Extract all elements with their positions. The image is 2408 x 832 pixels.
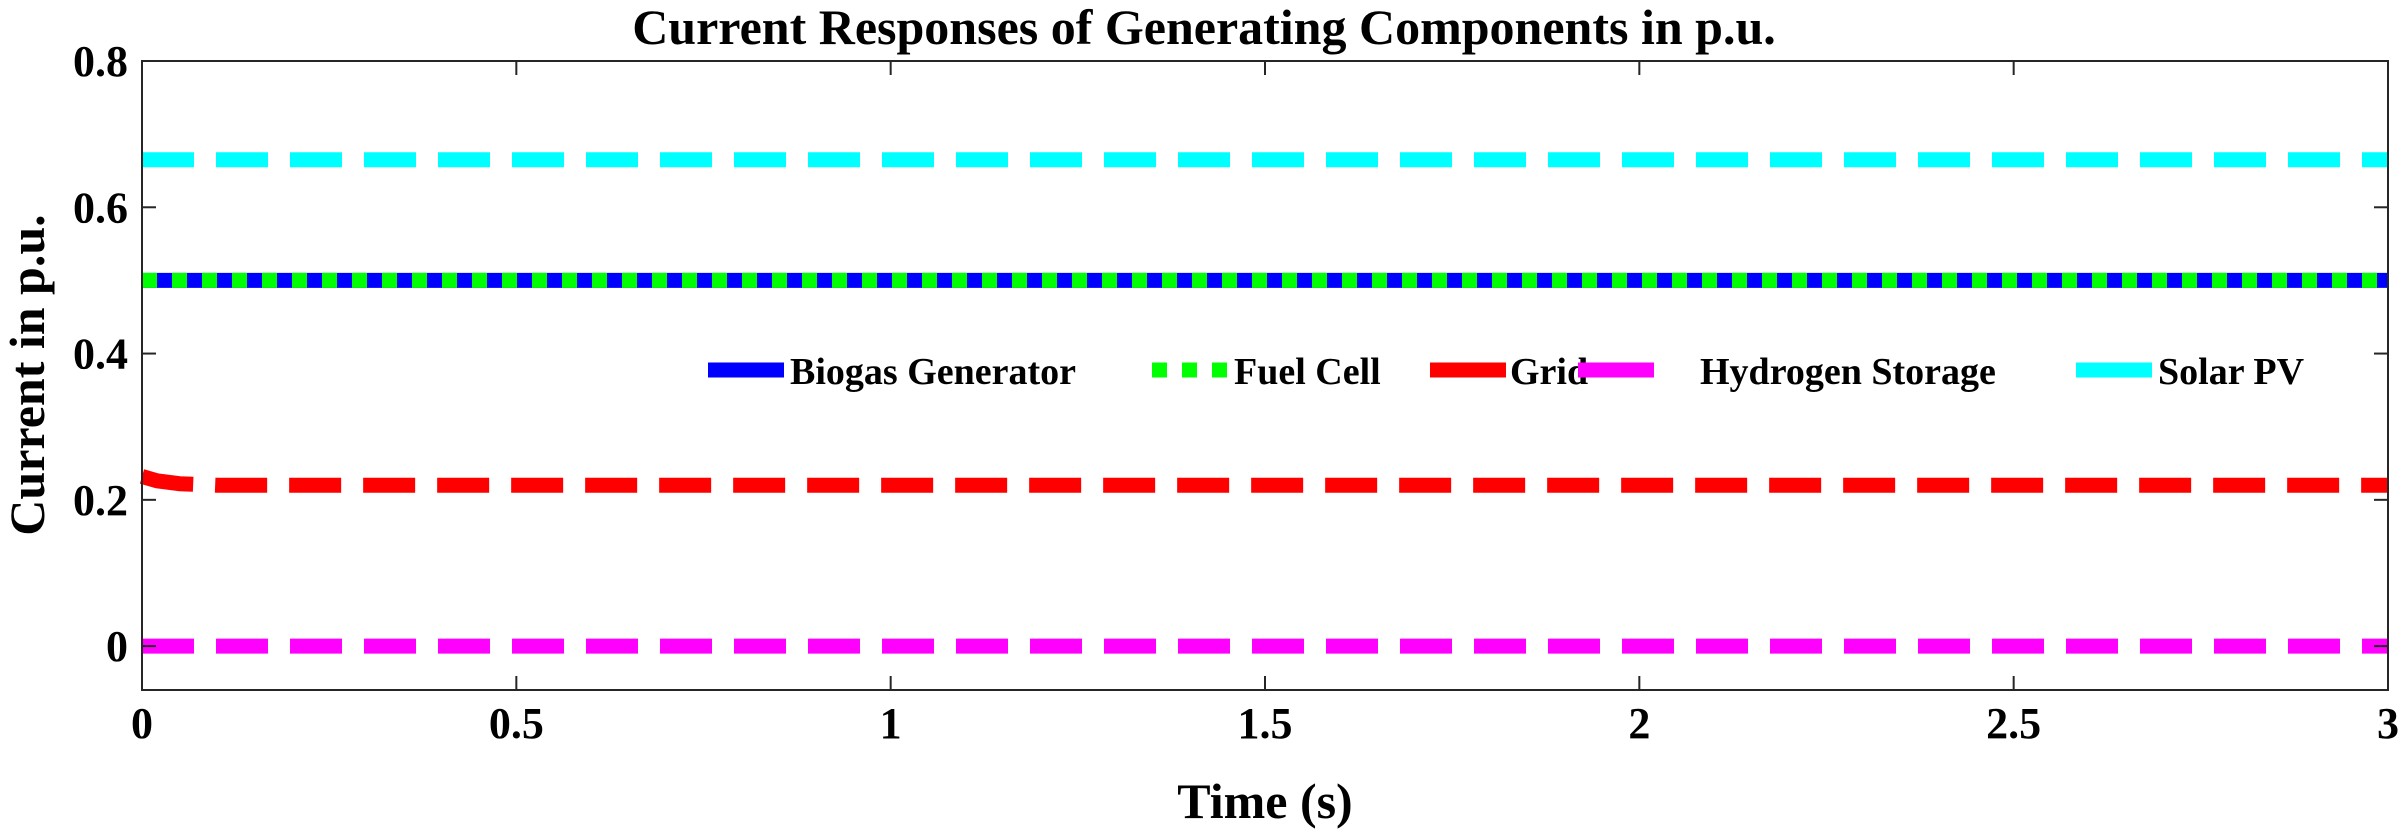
ticks-layer: 0 0.5 1 1.5 2 2.5 3 0 0.2 0.4 0.6 0.8 [73,37,2399,748]
y-axis-label: Current in p.u. [0,214,55,535]
y-tick-label: 0.2 [73,476,128,525]
x-tick-label: 0.5 [489,699,544,748]
y-tick-label: 0.4 [73,330,128,379]
x-tick-label: 2.5 [1986,699,2041,748]
legend: Biogas Generator Fuel Cell Grid Hydrogen St… [708,351,2305,393]
chart-title: Current Responses of Generating Componen… [632,0,1776,55]
y-tick-label: 0 [106,622,128,671]
legend-label: Grid [1510,351,1588,393]
x-tick-label: 2 [1628,699,1650,748]
series-line-grid [139,469,2388,493]
x-tick-label: 1.5 [1238,699,1293,748]
x-tick-label: 0 [131,699,153,748]
y-tick-label: 0.6 [73,183,128,232]
legend-label: Biogas Generator [790,351,1076,393]
x-tick-label: 3 [2377,699,2399,748]
y-tick-label: 0.8 [73,37,128,86]
series-layer [139,152,2388,654]
x-tick-label: 1 [880,699,902,748]
x-axis-label: Time (s) [1177,773,1352,829]
legend-label: Hydrogen Storage [1700,351,1996,393]
legend-label: Solar PV [2158,351,2305,393]
legend-label: Fuel Cell [1234,351,1381,393]
